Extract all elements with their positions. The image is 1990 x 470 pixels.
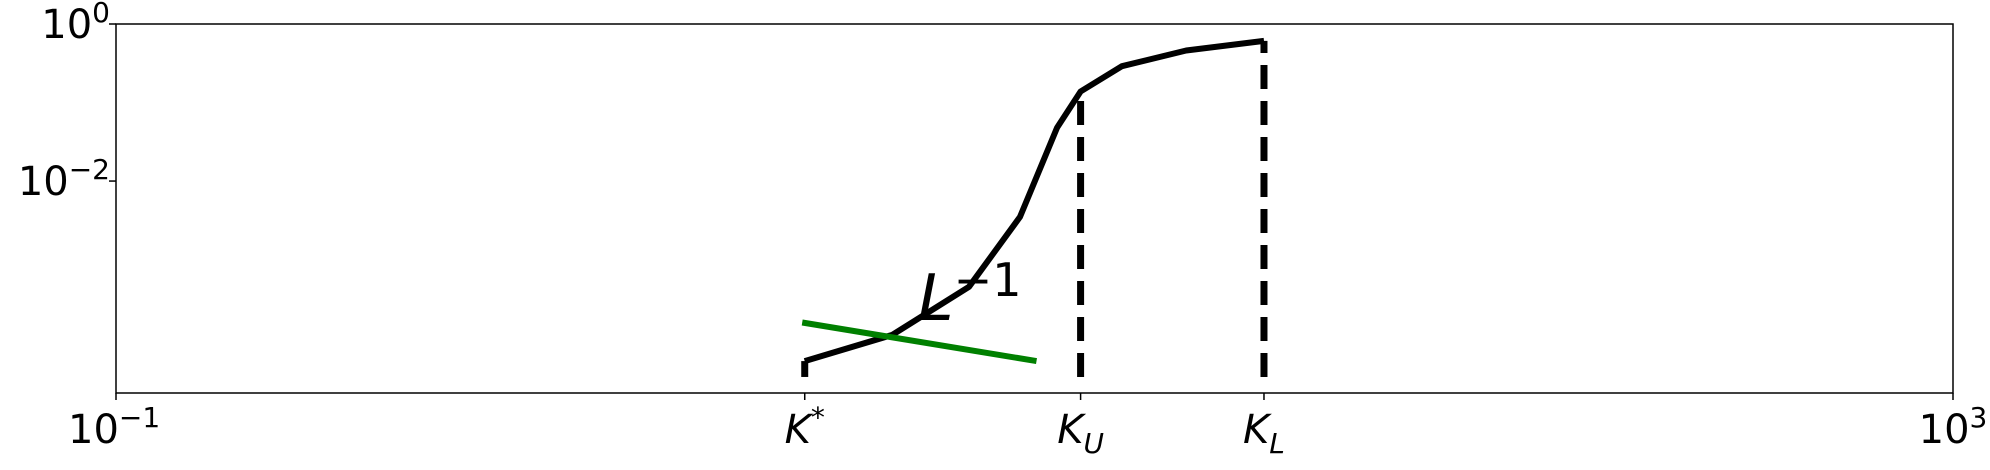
plot-frame <box>115 23 1954 394</box>
tick-label-base: K <box>785 407 814 453</box>
tick-label: 10−2 <box>18 153 110 205</box>
tick-label: KL <box>1243 407 1285 460</box>
line-series <box>803 37 1265 364</box>
tick-label: K* <box>785 401 825 453</box>
tick-label-base: 10 <box>18 159 69 205</box>
tick-label-sup: −1 <box>119 401 160 434</box>
line-series <box>801 319 1037 365</box>
tick-label-base: 10 <box>41 2 92 48</box>
tick-label-sup: 3 <box>1970 401 1988 434</box>
tick-label: KU <box>1057 407 1104 460</box>
tick-label-sup: 0 <box>92 0 110 29</box>
tick-label-base: 10 <box>1919 407 1970 453</box>
tick-label-sub: L <box>1269 427 1285 460</box>
tick-label-sup: * <box>811 401 825 434</box>
annotation-sup: −1 <box>954 253 1022 307</box>
tick-label-sub: U <box>1083 427 1104 460</box>
tick-label-base: K <box>1057 407 1086 453</box>
tick-label: 103 <box>1919 401 1988 453</box>
tick-label: 10−1 <box>68 401 160 453</box>
tick-label: 100 <box>41 0 110 48</box>
tick-label-base: K <box>1243 407 1272 453</box>
annotation: L−1 <box>918 253 1021 336</box>
tick-label-base: 10 <box>68 407 119 453</box>
tick-label-sup: −2 <box>69 153 110 186</box>
annotation-base: L <box>918 262 954 336</box>
